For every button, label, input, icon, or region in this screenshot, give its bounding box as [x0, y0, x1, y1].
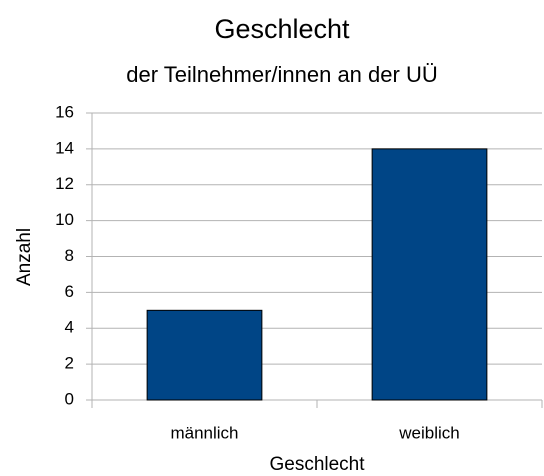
- y-axis-label: Anzahl: [14, 228, 35, 286]
- y-tick-label: 6: [65, 282, 74, 301]
- y-tick-label: 2: [65, 354, 74, 373]
- y-tick-label: 16: [55, 102, 74, 121]
- bar: [371, 148, 488, 401]
- y-tick-label: 0: [65, 389, 74, 408]
- y-tick-label: 12: [55, 174, 74, 193]
- chart-subtitle: der Teilnehmer/innen an der UÜ: [126, 62, 437, 87]
- bar: [146, 309, 263, 401]
- y-tick-label: 14: [55, 138, 74, 157]
- y-tick-label: 4: [65, 318, 74, 337]
- x-tick-label: weiblich: [398, 423, 459, 442]
- y-tick-label: 8: [65, 246, 74, 265]
- x-tick-label: männlich: [170, 423, 238, 442]
- chart-title: Geschlecht: [214, 14, 350, 44]
- x-axis-label: Geschlecht: [269, 454, 365, 475]
- y-tick-label: 10: [55, 210, 74, 229]
